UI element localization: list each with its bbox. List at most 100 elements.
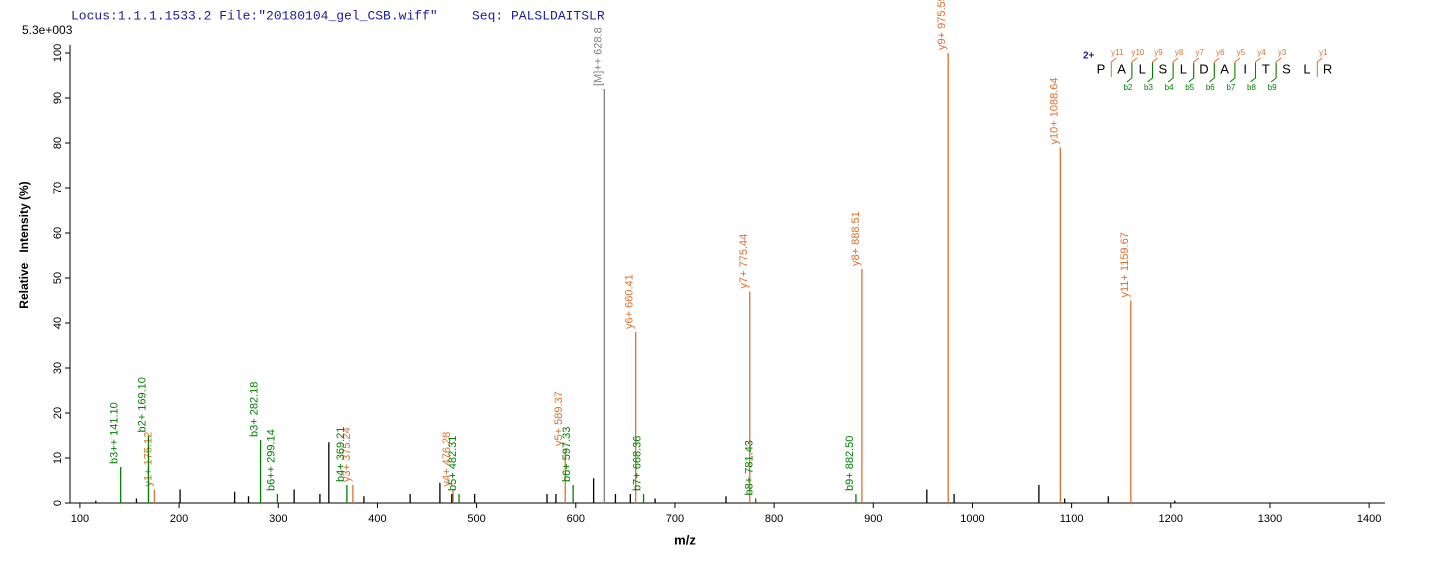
y-break: [1152, 57, 1158, 77]
b-ion-label: b5: [1185, 83, 1194, 92]
b-ion-label: b2: [1123, 83, 1132, 92]
y-tick-label: 30: [52, 362, 64, 374]
x-tick-label: 300: [269, 513, 287, 525]
peak-label: y10+ 1088.64: [1048, 78, 1060, 145]
b-ion-label: b7: [1226, 83, 1235, 92]
y-break: [1131, 57, 1138, 77]
residue: L: [1139, 61, 1146, 76]
peak-label: b9+ 882.50: [844, 436, 856, 491]
peak-label: b7+ 668.36: [632, 436, 644, 491]
peak-label: y5+ 589.37: [553, 391, 565, 446]
b-break: [1126, 63, 1133, 83]
y-break: [1255, 57, 1261, 77]
y-axis-label: Relative Intensity (%): [17, 181, 31, 308]
residue: L: [1303, 61, 1310, 76]
b-ion-label: b6: [1206, 83, 1215, 92]
y-tick-label: 80: [52, 137, 64, 149]
b-break: [1167, 63, 1174, 83]
x-tick-label: 1000: [960, 513, 984, 525]
peak-label: b5+ 482.31: [447, 436, 459, 491]
b-ion-label: b9: [1268, 83, 1277, 92]
x-tick-label: 1200: [1159, 513, 1183, 525]
residue: S: [1282, 61, 1291, 76]
b-break: [1188, 63, 1195, 83]
b-break: [1147, 63, 1153, 83]
y-break: [1172, 57, 1179, 77]
x-tick-label: 800: [765, 513, 783, 525]
y-ion-label: y1: [1319, 48, 1328, 57]
y-tick-label: 90: [52, 92, 64, 104]
y-tick-label: 100: [52, 44, 64, 62]
b-break: [1229, 63, 1236, 83]
residue: R: [1323, 61, 1332, 76]
peak-label: b3++ 141.10: [109, 402, 121, 464]
x-tick-label: 500: [467, 513, 485, 525]
y-tick-label: 40: [52, 317, 64, 329]
peak-label: y7+ 775.44: [738, 234, 750, 289]
y-break: [1193, 57, 1200, 77]
y-tick-label: 50: [52, 272, 64, 284]
peak-label: y9+ 975.55: [936, 0, 948, 50]
peak-label: b2+ 169.10: [136, 377, 148, 432]
x-tick-label: 1100: [1060, 513, 1084, 525]
x-axis-label: m/z: [674, 532, 696, 547]
peak-label: y4+ 476.28: [441, 432, 453, 487]
y-break: [1234, 57, 1241, 77]
chart-subtitle: Seq: PALSLDAITSLR: [472, 8, 605, 23]
residue: L: [1180, 61, 1187, 76]
peak-label: y8+ 888.51: [850, 211, 862, 266]
peak-label: y6+ 660.41: [624, 274, 636, 329]
y-ion-label: y5: [1237, 48, 1246, 57]
residue: I: [1243, 61, 1247, 76]
b-ion-label: b8: [1247, 83, 1256, 92]
charge-state: 2+: [1083, 51, 1095, 62]
x-tick-label: 700: [666, 513, 684, 525]
chart-title: Locus:1.1.1.1533.2 File:"20180104_gel_CS…: [71, 8, 438, 23]
residue: T: [1262, 61, 1270, 76]
peak-label: b4+ 369.21: [335, 427, 347, 482]
x-tick-label: 100: [71, 513, 89, 525]
peak-label: y3+ 375.24: [341, 427, 353, 482]
residue: A: [1117, 61, 1126, 76]
y-ion-label: y11: [1111, 48, 1124, 57]
y-ion-label: y7: [1195, 48, 1204, 57]
y-break: [1275, 57, 1282, 77]
residue: A: [1220, 61, 1229, 76]
b-break: [1208, 63, 1215, 83]
peak-label: b6+ 597.33: [561, 427, 573, 482]
peak-label: b3+ 282.18: [249, 382, 261, 437]
b-ion-label: b3: [1144, 83, 1153, 92]
y-ion-label: y8: [1175, 48, 1184, 57]
b-break: [1270, 63, 1277, 83]
x-tick-label: 200: [170, 513, 188, 525]
peak-label: b8+ 781.43: [744, 440, 756, 495]
y-ion-label: y6: [1216, 48, 1225, 57]
residue: S: [1158, 61, 1167, 76]
b-break: [1250, 63, 1256, 83]
y-tick-label: 20: [52, 407, 64, 419]
peak-label: [M]++ 628.8: [592, 27, 604, 86]
peak-label: b6++ 299.14: [265, 429, 277, 491]
x-tick-label: 600: [567, 513, 585, 525]
y-tick-label: 10: [52, 452, 64, 464]
y-tick-label: 70: [52, 182, 64, 194]
b-ion-label: b4: [1165, 83, 1174, 92]
x-tick-label: 400: [368, 513, 386, 525]
y-break: [1110, 57, 1117, 77]
y-break: [1213, 57, 1220, 77]
residue: D: [1199, 61, 1208, 76]
x-tick-label: 1300: [1258, 513, 1282, 525]
y-tick-label: 60: [52, 227, 64, 239]
peak-label: y11+ 1159.67: [1119, 232, 1131, 297]
max-intensity: 5.3e+003: [22, 23, 73, 37]
x-tick-label: 1400: [1357, 513, 1381, 525]
y-ion-label: y9: [1154, 48, 1163, 57]
residue: P: [1097, 61, 1106, 76]
y-tick-label: 0: [52, 500, 64, 506]
y-ion-label: y10: [1131, 48, 1144, 57]
y-break: [1316, 57, 1323, 77]
y-ion-label: y3: [1278, 48, 1287, 57]
y-ion-label: y4: [1257, 48, 1266, 57]
x-tick-label: 900: [864, 513, 882, 525]
